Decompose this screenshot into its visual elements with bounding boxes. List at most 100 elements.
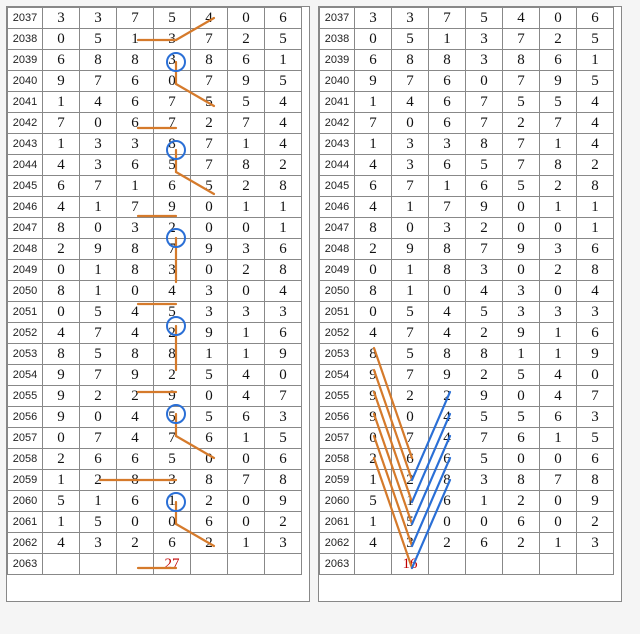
data-cell: 5 <box>191 92 228 113</box>
data-cell: 7 <box>392 176 429 197</box>
data-cell: 4 <box>43 155 80 176</box>
data-cell: 8 <box>355 344 392 365</box>
data-cell: 2 <box>191 113 228 134</box>
data-cell: 6 <box>355 50 392 71</box>
data-cell: 5 <box>191 176 228 197</box>
data-cell: 2 <box>43 239 80 260</box>
row-index: 2057 <box>320 428 355 449</box>
empty-cell <box>429 554 466 575</box>
data-cell: 6 <box>540 407 577 428</box>
data-cell: 2 <box>154 365 191 386</box>
data-cell: 0 <box>466 71 503 92</box>
table-row: 20396883861 <box>320 50 614 71</box>
data-cell: 6 <box>154 533 191 554</box>
data-cell: 5 <box>191 365 228 386</box>
data-cell: 1 <box>228 344 265 365</box>
data-cell: 0 <box>355 29 392 50</box>
data-cell: 2 <box>117 386 154 407</box>
data-cell: 3 <box>117 134 154 155</box>
data-cell: 0 <box>43 260 80 281</box>
data-cell: 5 <box>154 8 191 29</box>
data-cell: 2 <box>228 29 265 50</box>
table-row: 20409760795 <box>320 71 614 92</box>
table-row: 20411467554 <box>320 92 614 113</box>
dual-panel-wrap: 2037337540620380513725203968838612040976… <box>6 6 634 602</box>
row-index: 2058 <box>320 449 355 470</box>
data-cell: 7 <box>265 386 302 407</box>
data-cell: 8 <box>265 470 302 491</box>
data-cell: 0 <box>228 512 265 533</box>
data-cell: 4 <box>43 533 80 554</box>
data-cell: 0 <box>540 8 577 29</box>
data-cell: 8 <box>117 260 154 281</box>
data-cell: 4 <box>117 407 154 428</box>
row-index: 2046 <box>320 197 355 218</box>
data-cell: 5 <box>392 302 429 323</box>
data-cell: 9 <box>117 365 154 386</box>
table-row: 20611500602 <box>320 512 614 533</box>
data-cell: 6 <box>117 113 154 134</box>
data-cell: 7 <box>154 428 191 449</box>
data-cell: 5 <box>191 407 228 428</box>
data-cell: 1 <box>577 197 614 218</box>
row-index: 2043 <box>320 134 355 155</box>
data-cell: 9 <box>577 344 614 365</box>
data-cell: 7 <box>117 8 154 29</box>
data-cell: 3 <box>191 281 228 302</box>
data-cell: 0 <box>355 428 392 449</box>
data-cell: 2 <box>577 512 614 533</box>
data-cell: 6 <box>466 533 503 554</box>
data-cell: 7 <box>80 323 117 344</box>
data-cell: 8 <box>355 218 392 239</box>
data-cell: 0 <box>43 302 80 323</box>
data-cell: 5 <box>43 491 80 512</box>
left-table-panel: 2037337540620380513725203968838612040976… <box>6 6 310 602</box>
row-index: 2039 <box>8 50 43 71</box>
data-cell: 6 <box>228 50 265 71</box>
data-cell: 3 <box>577 407 614 428</box>
data-cell: 2 <box>429 533 466 554</box>
row-index: 2056 <box>8 407 43 428</box>
data-cell: 5 <box>466 155 503 176</box>
data-cell: 8 <box>429 470 466 491</box>
data-cell: 2 <box>540 260 577 281</box>
data-cell: 6 <box>429 155 466 176</box>
data-cell: 4 <box>355 155 392 176</box>
table-row: 20508104304 <box>320 281 614 302</box>
data-cell: 1 <box>429 29 466 50</box>
table-row: 20524742916 <box>8 323 302 344</box>
data-cell: 3 <box>392 155 429 176</box>
data-cell: 1 <box>355 92 392 113</box>
data-cell: 1 <box>540 344 577 365</box>
data-cell: 0 <box>503 386 540 407</box>
table-row: 20444365782 <box>8 155 302 176</box>
data-cell: 4 <box>265 113 302 134</box>
data-cell: 8 <box>392 50 429 71</box>
data-cell: 9 <box>355 365 392 386</box>
data-cell: 6 <box>117 449 154 470</box>
data-cell: 4 <box>43 323 80 344</box>
data-cell: 6 <box>429 491 466 512</box>
data-cell: 9 <box>191 239 228 260</box>
data-cell: 0 <box>265 365 302 386</box>
data-cell: 6 <box>429 449 466 470</box>
row-index: 2051 <box>8 302 43 323</box>
data-cell: 1 <box>191 344 228 365</box>
data-cell: 7 <box>154 113 191 134</box>
row-index: 2038 <box>8 29 43 50</box>
data-cell: 1 <box>355 134 392 155</box>
data-cell: 6 <box>265 323 302 344</box>
row-index: 2055 <box>8 386 43 407</box>
row-index: 2062 <box>320 533 355 554</box>
data-cell: 4 <box>228 386 265 407</box>
table-row: 20524742916 <box>320 323 614 344</box>
data-cell: 2 <box>540 176 577 197</box>
data-cell: 0 <box>503 449 540 470</box>
data-cell: 0 <box>191 449 228 470</box>
data-cell: 8 <box>355 281 392 302</box>
data-cell: 7 <box>577 386 614 407</box>
data-cell: 9 <box>80 239 117 260</box>
data-cell: 5 <box>503 365 540 386</box>
row-index: 2050 <box>8 281 43 302</box>
data-cell: 8 <box>429 260 466 281</box>
